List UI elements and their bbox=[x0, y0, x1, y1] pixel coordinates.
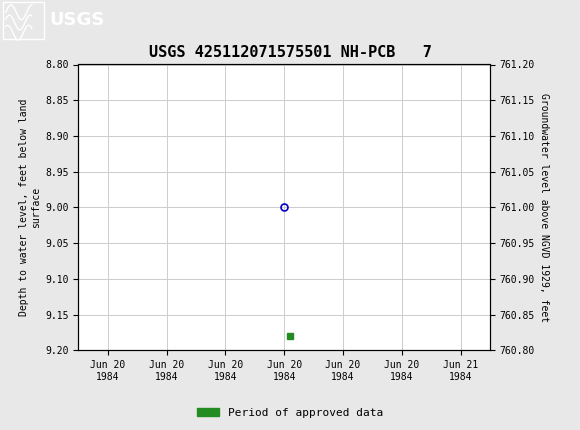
Text: USGS: USGS bbox=[49, 12, 104, 29]
Text: USGS 425112071575501 NH-PCB   7: USGS 425112071575501 NH-PCB 7 bbox=[148, 45, 432, 60]
Bar bbox=[3, 2, 43, 39]
Y-axis label: Depth to water level, feet below land
surface: Depth to water level, feet below land su… bbox=[19, 99, 41, 316]
Y-axis label: Groundwater level above NGVD 1929, feet: Groundwater level above NGVD 1929, feet bbox=[539, 93, 549, 322]
Legend: Period of approved data: Period of approved data bbox=[193, 403, 387, 422]
